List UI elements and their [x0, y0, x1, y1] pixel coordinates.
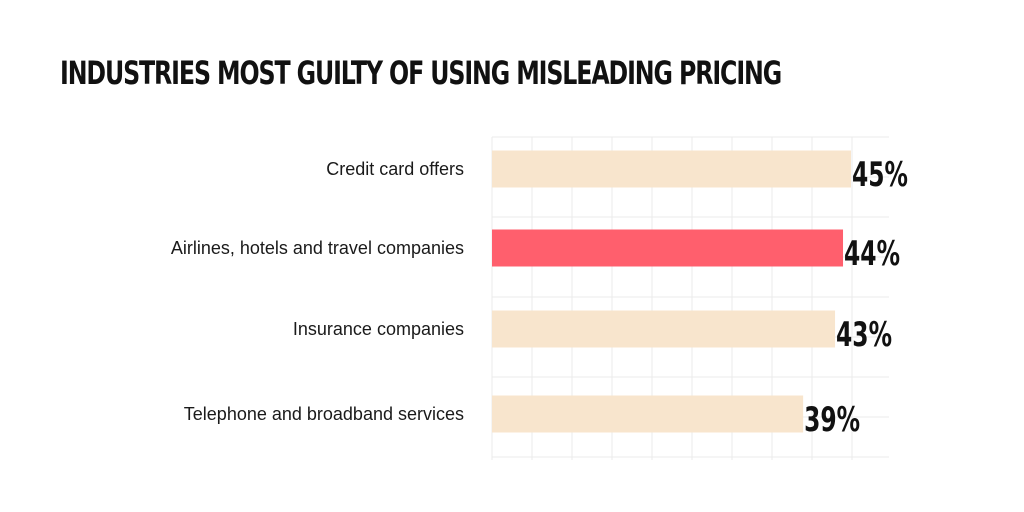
category-label-1: Credit card offers	[326, 159, 464, 179]
bar-2	[492, 229, 844, 267]
category-label-3: Insurance companies	[293, 319, 464, 339]
bar-1	[492, 150, 851, 188]
category-labels: Credit card offers Airlines, hotels and t…	[171, 159, 464, 424]
bars	[492, 150, 851, 433]
bar-4	[492, 395, 804, 433]
bar-3	[492, 310, 836, 348]
value-label-4: 39%	[804, 400, 860, 440]
category-label-2: Airlines, hotels and travel companies	[171, 238, 464, 258]
chart-title: INDUSTRIES MOST GUILTY OF USING MISLEADI…	[60, 54, 782, 92]
value-labels: 45% 44% 43% 39%	[804, 155, 908, 440]
value-label-1: 45%	[852, 155, 908, 195]
value-label-2: 44%	[844, 234, 900, 274]
value-label-3: 43%	[836, 315, 892, 355]
category-label-4: Telephone and broadband services	[184, 404, 464, 424]
